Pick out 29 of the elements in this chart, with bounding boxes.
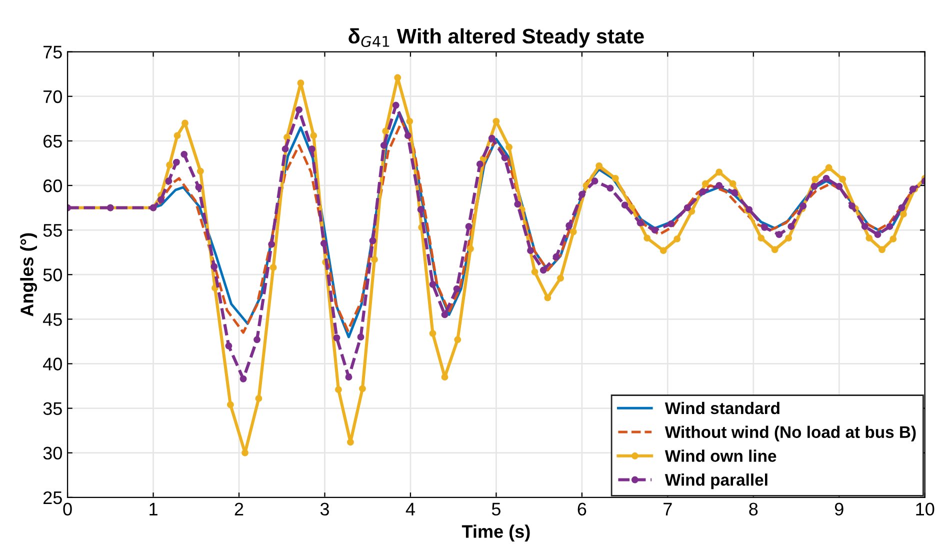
y-tick-label: 60: [44, 179, 62, 192]
y-tick-label: 25: [44, 491, 62, 504]
chart-title: δ$_{G41}$ With altered Steady state: [348, 28, 644, 48]
x-tick-label: 10: [916, 502, 934, 516]
legend-label: Wind own line: [664, 450, 776, 462]
y-tick-label: 55: [43, 224, 62, 237]
x-tick-label: 5: [492, 502, 500, 516]
legend-label: Wind parallel: [664, 474, 768, 490]
x-tick-label: 1: [150, 502, 158, 516]
legend-label: Without wind (No load at bus B): [664, 426, 916, 442]
x-tick-label: 6: [578, 502, 586, 516]
x-tick-label: 8: [749, 502, 758, 516]
y-axis-title: Angles (°): [20, 233, 38, 316]
y-tick-label: 50: [43, 268, 62, 282]
y-tick-label: 30: [43, 446, 62, 460]
x-tick-label: 0: [63, 502, 72, 516]
x-tick-label: 4: [406, 502, 415, 516]
x-tick-label: 7: [664, 502, 672, 516]
y-tick-label: 65: [44, 134, 62, 148]
x-axis-title: Time (s): [462, 524, 530, 542]
y-tick-label: 70: [44, 90, 62, 104]
legend-label: Wind standard: [664, 402, 780, 414]
y-tick-label: 35: [43, 402, 62, 415]
x-tick-label: 9: [834, 502, 844, 516]
y-tick-label: 45: [43, 313, 62, 326]
y-tick-label: 75: [44, 46, 62, 59]
x-tick-label: 3: [320, 502, 329, 516]
y-tick-label: 40: [43, 358, 62, 370]
x-tick-label: 2: [234, 502, 244, 516]
